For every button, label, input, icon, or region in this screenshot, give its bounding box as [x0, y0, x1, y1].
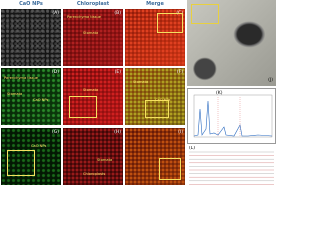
micrograph-panel: (F) Stomata CaO NPs: [125, 68, 185, 125]
highlight-box: [157, 13, 183, 33]
panel-label: (G): [52, 130, 59, 135]
panel-label: (I): [178, 130, 183, 135]
panel-label: (L): [189, 146, 196, 151]
annotation: CaO NPs: [155, 98, 171, 102]
panel-label: (J): [268, 78, 273, 83]
annotation: Stomata: [83, 31, 99, 35]
micrograph-panel: (C): [125, 9, 185, 66]
panel-label: (F): [176, 70, 183, 75]
table-panel: (L): [187, 146, 276, 189]
annotation: Parenchyma tissue: [4, 76, 38, 80]
spectrum-line: [193, 100, 273, 137]
tem-panel: (J): [187, 0, 276, 86]
micrograph-panel: (E) Stomata: [63, 68, 123, 125]
annotation: Stomata: [83, 88, 99, 92]
panel-label: (H): [114, 130, 121, 135]
column-header: CaO NPs: [19, 1, 43, 7]
spectrum-panel: (K): [187, 88, 276, 144]
highlight-box: [69, 96, 97, 118]
micrograph-panel: (H) Stomata Chloroplasts: [63, 128, 123, 185]
figure: CaO NPs Chloroplast Merge (A) (B) Parenchyma …: [1, 0, 276, 189]
table: [189, 151, 274, 185]
annotation: CaO NPs: [33, 98, 49, 102]
column-header: Merge: [146, 1, 164, 7]
highlight-box: [191, 4, 219, 24]
plot-frame: [193, 94, 273, 138]
panel-label: (D): [52, 70, 59, 75]
micrograph-panel: (D) Parenchyma tissue Stomata CaO NPs: [1, 68, 61, 125]
column-header: Chloroplast: [76, 1, 110, 7]
micrograph-panel: (I): [125, 128, 185, 185]
annotation: Stomata: [7, 92, 23, 96]
micrograph-panel: (A): [1, 9, 61, 66]
annotation: Stomata: [133, 80, 149, 84]
annotation: CaO NPs: [31, 144, 47, 148]
spectrum: [193, 94, 273, 138]
panel-label: (E): [114, 70, 121, 75]
annotation: Chloroplasts: [83, 172, 106, 176]
annotation: Stomata: [97, 158, 113, 162]
highlight-box: [145, 100, 169, 118]
highlight-box: [7, 150, 35, 176]
panel-label: (K): [216, 91, 223, 96]
micrograph-panel: (B) Parenchyma tissue Stomata: [63, 9, 123, 66]
panel-label: (A): [52, 11, 59, 16]
panel-label: (B): [114, 11, 121, 16]
annotation: Parenchyma tissue: [67, 15, 101, 19]
micrograph-panel: (G) CaO NPs: [1, 128, 61, 185]
highlight-box: [159, 158, 181, 180]
